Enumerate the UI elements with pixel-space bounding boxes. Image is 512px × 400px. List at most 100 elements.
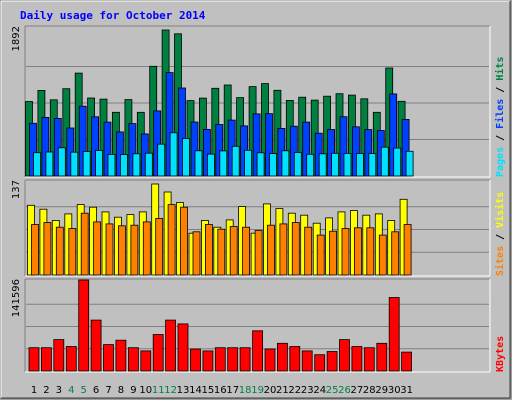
- bar-kbytes-day-13: [177, 323, 189, 372]
- bar-files-day-7: [103, 121, 112, 177]
- x-tick-label: 9: [130, 385, 136, 396]
- bar-sites-day-1: [31, 224, 39, 276]
- bar-sites-day-8: [118, 225, 126, 276]
- x-tick-label: 19: [251, 385, 264, 396]
- x-tick-label: 13: [177, 385, 190, 396]
- bar-pages-day-30: [393, 147, 402, 177]
- legend-entry: KBytes: [495, 336, 506, 372]
- bar-files-day-8: [116, 131, 124, 177]
- bar-kbytes-day-21: [276, 342, 288, 372]
- bar-pages-day-12: [169, 132, 178, 177]
- x-tick-label: 22: [288, 385, 301, 396]
- x-tick-label: 7: [105, 385, 111, 396]
- bar-kbytes-day-4: [65, 346, 77, 372]
- x-tick-label: 4: [68, 385, 74, 396]
- x-tick-label: 15: [202, 385, 215, 396]
- bar-sites-day-14: [192, 231, 201, 276]
- bar-kbytes-day-18: [239, 347, 251, 372]
- bar-kbytes-day-30: [388, 297, 400, 372]
- bar-pages-day-3: [57, 147, 66, 177]
- bar-sites-day-23: [304, 226, 313, 276]
- y-max-label: 137: [11, 180, 22, 199]
- bar-pages-day-6: [95, 150, 103, 177]
- x-tick-label: 26: [338, 385, 351, 396]
- bar-files-day-27: [351, 126, 360, 177]
- bar-pages-day-1: [33, 152, 41, 177]
- legend-pages-files-hits: Pages / Files / Hits: [494, 57, 506, 177]
- bar-sites-day-26: [341, 228, 350, 276]
- bar-kbytes-day-19: [252, 330, 264, 372]
- chart-title: Daily usage for October 2014: [20, 9, 206, 22]
- bar-sites-day-5: [80, 212, 89, 276]
- bar-pages-day-29: [380, 146, 389, 177]
- bar-kbytes-day-31: [401, 351, 413, 372]
- bar-kbytes-day-15: [202, 350, 214, 372]
- bar-files-day-20: [265, 113, 273, 177]
- bar-files-day-9: [128, 123, 137, 177]
- bar-pages-day-14: [194, 150, 203, 177]
- x-tick-label: 27: [351, 385, 364, 396]
- bar-sites-day-18: [242, 226, 251, 276]
- bar-files-day-13: [178, 87, 186, 177]
- bar-pages-day-2: [45, 151, 54, 177]
- bar-sites-day-19: [254, 230, 263, 276]
- bar-sites-day-25: [329, 230, 338, 276]
- bar-kbytes-day-27: [351, 346, 363, 372]
- bar-sites-day-4: [68, 228, 77, 276]
- legend-entry: Visits: [494, 192, 506, 228]
- x-tick-label: 1: [31, 385, 37, 396]
- x-tick-label: 25: [326, 385, 339, 396]
- bar-files-day-26: [339, 116, 348, 177]
- bar-kbytes-day-17: [227, 347, 239, 372]
- bar-sites-day-10: [142, 221, 151, 276]
- bar-pages-day-15: [206, 153, 215, 177]
- x-tick-label: 10: [139, 385, 152, 396]
- bar-kbytes-day-3: [53, 339, 65, 372]
- panel-pages-files-hits: 1892 Pages / Files / Hits: [11, 25, 506, 178]
- bar-kbytes-day-7: [103, 344, 114, 372]
- bar-files-day-30: [389, 93, 398, 177]
- bar-kbytes-day-2: [41, 347, 52, 372]
- series-kbytes: [28, 279, 413, 372]
- bar-files-day-14: [190, 121, 199, 177]
- panel-kbytes: 141596 KBytes: [11, 278, 506, 373]
- bar-files-day-22: [289, 125, 298, 177]
- bar-sites-day-13: [180, 206, 188, 276]
- bar-pages-day-13: [182, 138, 190, 177]
- legend-sites-visits: Sites / Visits: [494, 192, 506, 276]
- bar-kbytes-day-5: [78, 279, 90, 372]
- bar-kbytes-day-14: [190, 348, 201, 372]
- x-tick-label: 21: [276, 385, 289, 396]
- bar-files-day-16: [215, 124, 224, 177]
- x-tick-label: 2: [43, 385, 49, 396]
- bar-sites-day-20: [267, 224, 275, 276]
- bar-kbytes-day-22: [289, 346, 301, 372]
- bar-sites-day-7: [105, 223, 114, 276]
- bar-sites-day-31: [403, 224, 412, 276]
- bar-kbytes-day-20: [264, 348, 276, 372]
- bar-sites-day-17: [229, 226, 238, 276]
- bar-files-day-28: [364, 129, 373, 177]
- panel-sites-visits: 137 Sites / Visits: [11, 179, 506, 277]
- x-tick-label: 31: [400, 385, 413, 396]
- bar-pages-day-18: [244, 149, 253, 177]
- bar-files-day-31: [401, 119, 410, 177]
- bar-files-day-6: [91, 116, 99, 177]
- bar-files-day-25: [327, 129, 336, 177]
- series-sites: [31, 204, 412, 276]
- bar-sites-day-29: [378, 234, 387, 276]
- series-pages: [33, 132, 414, 177]
- bar-files-day-15: [202, 128, 211, 177]
- bar-pages-day-25: [331, 152, 340, 177]
- x-tick-label: 17: [226, 385, 239, 396]
- series-files: [29, 72, 410, 177]
- bar-pages-day-21: [281, 150, 290, 177]
- legend-entry: Files: [494, 99, 506, 129]
- bar-kbytes-day-23: [301, 350, 313, 372]
- bar-sites-day-9: [130, 224, 139, 276]
- bar-pages-day-8: [120, 154, 128, 177]
- bar-files-day-3: [53, 118, 62, 177]
- bar-kbytes-day-10: [140, 350, 152, 372]
- series-visits: [27, 183, 408, 276]
